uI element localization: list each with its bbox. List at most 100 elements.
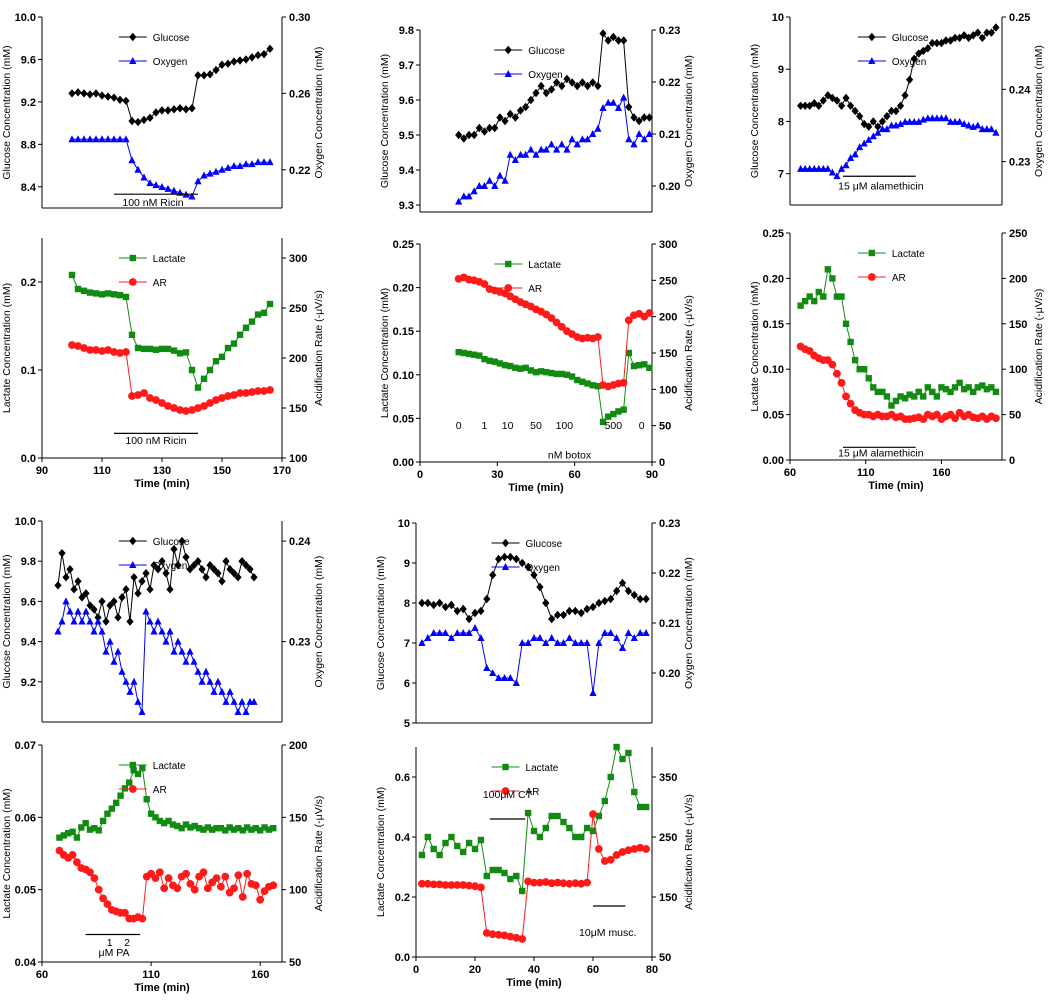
data-point-oxygen xyxy=(506,674,514,681)
data-point-oxygen xyxy=(186,647,194,655)
x-tick-label: 60 xyxy=(587,964,599,976)
data-point-lactate xyxy=(465,839,473,847)
data-point-ar xyxy=(494,930,503,939)
data-point-ar xyxy=(547,314,556,323)
chart-panel-p6: 0.00 0.05 0.10 0.15 0.20 0.25 0 50 100 150 200 250 6… xyxy=(749,228,1045,492)
data-point-lactate xyxy=(265,826,273,833)
data-point-ar xyxy=(221,872,230,881)
data-point-oxygen xyxy=(645,130,654,137)
data-point-glucose xyxy=(436,598,444,608)
data-point-ar xyxy=(116,349,124,357)
data-point-lactate xyxy=(188,366,196,374)
data-point-oxygen xyxy=(601,629,609,636)
data-point-glucose xyxy=(851,106,859,116)
data-point-oxygen xyxy=(158,627,166,635)
data-point-lactate xyxy=(121,785,129,792)
data-point-oxygen xyxy=(236,161,244,169)
data-point-lactate xyxy=(970,388,977,396)
data-point-lactate xyxy=(430,845,437,853)
data-point-oxygen xyxy=(607,629,615,636)
data-point-glucose xyxy=(182,552,190,562)
data-point-oxygen xyxy=(54,627,62,635)
data-point-glucose xyxy=(226,565,234,574)
y2-tick-label: 200 xyxy=(289,353,307,365)
series-line-oxygen xyxy=(72,138,270,198)
data-point-lactate xyxy=(126,779,133,786)
data-point-oxygen xyxy=(222,697,230,705)
data-point-ar xyxy=(480,280,489,288)
data-point-oxygen xyxy=(86,617,94,625)
data-point-glucose xyxy=(418,598,426,608)
data-point-ar xyxy=(151,874,160,882)
x-tick-label: 60 xyxy=(784,467,796,479)
data-point-glucose xyxy=(162,569,170,578)
data-point-lactate xyxy=(583,824,591,832)
legend-marker xyxy=(867,273,876,281)
data-point-glucose xyxy=(630,113,638,122)
data-point-glucose xyxy=(942,36,950,45)
data-point-glucose xyxy=(645,113,654,122)
series-line-oxygen xyxy=(458,95,650,202)
data-point-glucose xyxy=(110,93,118,102)
data-point-oxygen xyxy=(465,629,473,636)
data-point-ar xyxy=(90,874,99,882)
legend-label: Oxygen xyxy=(153,57,187,68)
data-point-ar xyxy=(512,933,521,942)
data-point-lactate xyxy=(883,393,891,400)
data-point-ar xyxy=(230,391,238,399)
data-point-glucose xyxy=(806,101,814,110)
data-point-glucose xyxy=(601,596,609,606)
data-point-lactate xyxy=(599,418,607,426)
data-point-glucose xyxy=(222,557,230,566)
data-point-oxygen xyxy=(122,135,130,143)
annotation-label: 1 xyxy=(482,420,488,432)
legend-label: Glucose xyxy=(153,537,190,548)
data-point-lactate xyxy=(938,384,945,391)
legend-label: Glucose xyxy=(528,46,565,57)
annotation-label: 2 xyxy=(124,937,130,949)
y2-tick-label: 250 xyxy=(289,303,307,315)
data-point-glucose xyxy=(530,570,538,580)
data-point-ar xyxy=(418,879,426,888)
data-point-ar xyxy=(618,848,627,856)
data-point-ar xyxy=(254,387,262,395)
data-point-glucose xyxy=(68,89,76,98)
data-point-oxygen xyxy=(238,697,246,705)
data-point-lactate xyxy=(60,832,68,839)
data-point-ar xyxy=(530,878,538,887)
data-point-glucose xyxy=(604,36,612,45)
y-tick-label: 10 xyxy=(398,518,410,530)
data-point-glucose xyxy=(122,96,130,106)
y2-axis-label: Oxygen Concentration (mM) xyxy=(683,557,695,689)
data-point-ar xyxy=(121,908,129,917)
data-point-ar xyxy=(951,414,959,423)
data-point-oxygen xyxy=(842,161,850,169)
data-point-ar xyxy=(128,392,136,400)
data-point-lactate xyxy=(248,318,256,325)
data-point-lactate xyxy=(470,351,478,358)
data-point-glucose xyxy=(455,130,463,140)
data-point-glucose xyxy=(140,115,148,125)
y2-tick-label: 50 xyxy=(1009,410,1021,422)
data-point-oxygen xyxy=(86,135,94,143)
data-point-ar xyxy=(423,879,432,888)
data-point-glucose xyxy=(190,561,198,570)
data-point-oxygen xyxy=(532,150,540,158)
data-point-glucose xyxy=(524,562,532,572)
data-point-glucose xyxy=(887,106,896,116)
data-point-oxygen xyxy=(846,154,855,161)
data-point-lactate xyxy=(254,311,262,318)
data-point-lactate xyxy=(610,410,617,418)
data-point-lactate xyxy=(554,812,561,820)
data-point-lactate xyxy=(806,293,813,300)
data-point-ar xyxy=(164,402,172,410)
data-point-glucose xyxy=(116,95,124,104)
data-point-ar xyxy=(557,322,566,331)
data-point-ar xyxy=(624,846,633,855)
legend-label: Glucose xyxy=(526,539,563,550)
y-tick-label: 9.8 xyxy=(21,556,36,568)
data-point-ar xyxy=(630,845,639,853)
data-point-oxygen xyxy=(542,639,550,646)
data-point-oxygen xyxy=(583,135,592,143)
y-tick-label: 0.1 xyxy=(21,365,36,377)
